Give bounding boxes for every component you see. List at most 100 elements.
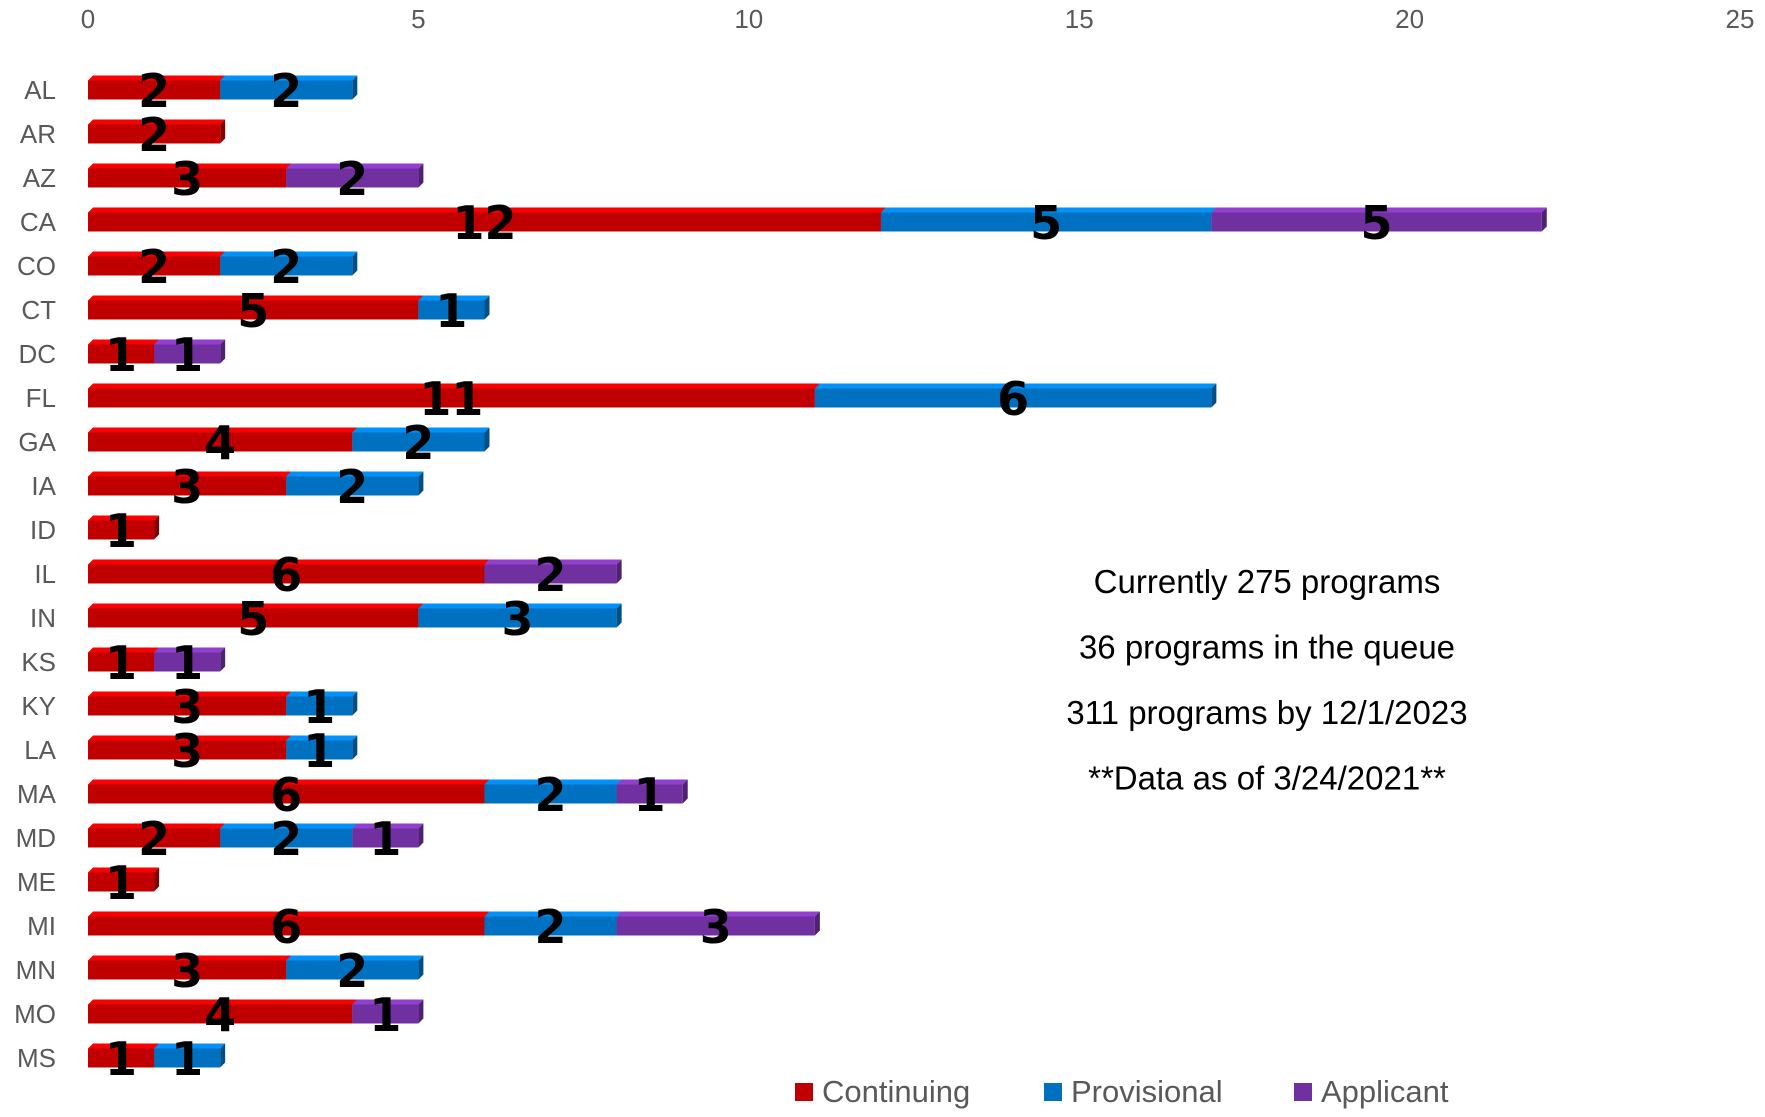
category-label-ms: MS <box>17 1043 56 1073</box>
category-label-mi: MI <box>27 911 56 941</box>
data-label-applicant-md: 1 <box>369 812 401 866</box>
category-label-co: CO <box>17 251 56 281</box>
bar-continuing-mi <box>88 911 490 936</box>
category-label-in: IN <box>30 603 56 633</box>
data-label-provisional-fl: 6 <box>997 372 1029 426</box>
category-label-dc: DC <box>18 339 56 369</box>
category-label-fl: FL <box>26 383 56 413</box>
category-label-ia: IA <box>31 471 56 501</box>
bar-continuing-ar <box>88 119 226 144</box>
legend-swatch-continuing <box>795 1083 813 1101</box>
category-label-id: ID <box>30 515 56 545</box>
bar-applicant-az <box>286 163 424 188</box>
bar-provisional-ia <box>286 471 424 496</box>
data-label-applicant-mi: 3 <box>700 900 732 954</box>
bar-applicant-dc <box>154 339 226 364</box>
category-label-mo: MO <box>14 999 56 1029</box>
category-label-ky: KY <box>21 691 56 721</box>
bar-applicant-ca <box>1211 207 1547 232</box>
data-label-applicant-ca: 5 <box>1361 196 1393 250</box>
legend-item-continuing: Continuing <box>795 1074 970 1109</box>
data-label-provisional-co: 2 <box>270 240 302 294</box>
data-label-provisional-ga: 2 <box>402 416 434 470</box>
bar-provisional-la <box>286 735 358 760</box>
category-label-ct: CT <box>21 295 56 325</box>
data-label-continuing-me: 1 <box>105 856 137 910</box>
data-label-applicant-az: 2 <box>336 152 368 206</box>
data-label-provisional-ma: 2 <box>535 768 567 822</box>
data-label-provisional-al: 2 <box>270 64 302 118</box>
bar-provisional-ct <box>418 295 490 320</box>
data-label-provisional-ca: 5 <box>1030 196 1062 250</box>
bar-provisional-co <box>220 251 358 276</box>
bar-continuing-ct <box>88 295 424 320</box>
category-label-il: IL <box>34 559 56 589</box>
legend-item-applicant: Applicant <box>1294 1074 1449 1109</box>
data-label-applicant-dc: 1 <box>171 328 203 382</box>
x-tick-label: 5 <box>411 4 425 34</box>
x-axis: 0 5 10 15 20 25 <box>81 4 1755 34</box>
legend-label-provisional: Provisional <box>1071 1074 1223 1109</box>
data-label-applicant-ma: 1 <box>634 768 666 822</box>
bar-continuing-ca <box>88 207 886 232</box>
data-label-continuing-mi: 6 <box>270 900 302 954</box>
bar-applicant-ks <box>154 647 226 672</box>
annotation-line-4: **Data as of 3/24/2021** <box>1088 760 1446 797</box>
data-label-continuing-dc: 1 <box>105 328 137 382</box>
data-label-continuing-ga: 4 <box>204 416 236 470</box>
y-axis: AL AR AZ CA CO CT DC FL GA IA ID IL IN KS KY LA MA MD ME MI… <box>14 75 57 1073</box>
data-label-provisional-mn: 2 <box>336 944 368 998</box>
category-label-ga: GA <box>18 427 56 457</box>
data-label-continuing-al: 2 <box>138 64 170 118</box>
category-label-la: LA <box>24 735 56 765</box>
bar-provisional-ky <box>286 691 358 716</box>
data-label-applicant-mo: 1 <box>369 988 401 1042</box>
bar-applicant-ma <box>616 779 688 804</box>
data-label-continuing-co: 2 <box>138 240 170 294</box>
data-label-continuing-ky: 3 <box>171 680 203 734</box>
data-label-continuing-ia: 3 <box>171 460 203 514</box>
data-label-provisional-md: 2 <box>270 812 302 866</box>
legend-item-provisional: Provisional <box>1044 1074 1223 1109</box>
bar-continuing-al <box>88 75 226 100</box>
category-label-ma: MA <box>17 779 57 809</box>
data-label-applicant-il: 2 <box>535 548 567 602</box>
data-label-provisional-mi: 2 <box>535 900 567 954</box>
bar-provisional-in <box>418 603 622 628</box>
bar-applicant-mo <box>352 999 424 1024</box>
category-label-ca: CA <box>20 207 57 237</box>
data-label-continuing-fl: 11 <box>419 372 483 426</box>
bar-continuing-id <box>88 515 160 540</box>
bar-provisional-al <box>220 75 358 100</box>
x-tick-label: 0 <box>81 4 95 34</box>
bar-applicant-il <box>484 559 622 584</box>
data-label-continuing-ar: 2 <box>138 108 170 162</box>
data-label-continuing-ca: 12 <box>452 196 516 250</box>
bar-provisional-ms <box>154 1043 226 1068</box>
category-label-me: ME <box>17 867 56 897</box>
legend-label-continuing: Continuing <box>822 1074 970 1109</box>
x-tick-label: 15 <box>1065 4 1094 34</box>
data-label-applicant-ks: 1 <box>171 636 203 690</box>
x-tick-label: 20 <box>1395 4 1424 34</box>
data-label-continuing-id: 1 <box>105 504 137 558</box>
bar-provisional-fl <box>814 383 1217 408</box>
bar-continuing-co <box>88 251 226 276</box>
data-label-provisional-in: 3 <box>502 592 534 646</box>
data-label-provisional-ct: 1 <box>435 284 467 338</box>
bar-continuing-in <box>88 603 424 628</box>
data-label-continuing-az: 3 <box>171 152 203 206</box>
data-label-continuing-il: 6 <box>270 548 302 602</box>
annotation-block: Currently 275 programs 36 programs in the… <box>1066 563 1467 797</box>
bar-continuing-mn <box>88 955 292 980</box>
data-label-provisional-la: 1 <box>303 724 335 778</box>
data-label-continuing-md: 2 <box>138 812 170 866</box>
data-label-provisional-ky: 1 <box>303 680 335 734</box>
bar-applicant-md <box>352 823 424 848</box>
category-label-md: MD <box>16 823 56 853</box>
x-tick-label: 25 <box>1726 4 1755 34</box>
bar-provisional-ga <box>352 427 490 452</box>
bar-continuing-md <box>88 823 226 848</box>
bar-continuing-fl <box>88 383 820 408</box>
